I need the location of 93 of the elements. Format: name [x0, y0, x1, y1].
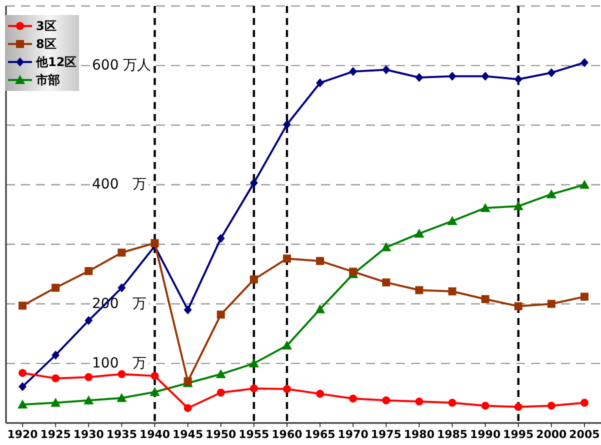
point: [448, 72, 456, 81]
point: [282, 340, 292, 350]
x-tick-label: 1955: [238, 428, 270, 441]
point: [414, 228, 424, 238]
x-tick-label: 1980: [404, 428, 435, 441]
x-tick-label: 1965: [304, 428, 336, 441]
y-tick-label: 400 万: [92, 176, 147, 193]
point: [382, 396, 390, 404]
x-tick-label: 1940: [139, 428, 170, 441]
point: [349, 394, 358, 403]
point: [415, 398, 424, 406]
point: [50, 398, 61, 407]
x-tick-label: 1975: [370, 428, 402, 441]
point: [84, 267, 93, 276]
point: [580, 292, 588, 301]
point: [448, 287, 456, 296]
point: [349, 268, 358, 276]
point: [18, 302, 27, 310]
point: [481, 295, 490, 304]
point: [216, 234, 225, 243]
point: [184, 404, 192, 412]
x-tick-label: 1960: [272, 428, 303, 441]
legend-label: 他12区: [35, 55, 77, 69]
x-tick-label: 1985: [436, 428, 468, 441]
point: [118, 248, 126, 257]
point: [118, 370, 126, 378]
point: [514, 302, 522, 310]
point: [514, 402, 522, 411]
legend-label: 8区: [36, 37, 56, 51]
point: [580, 398, 588, 407]
y-tick-label: 600 万人: [92, 58, 152, 74]
point: [18, 400, 28, 409]
point: [150, 387, 160, 396]
point: [184, 305, 192, 314]
point: [316, 78, 324, 88]
point: [580, 58, 588, 68]
x-tick-label: 1920: [7, 428, 38, 441]
point: [150, 239, 159, 248]
x-tick-label: 2005: [569, 428, 600, 441]
point: [52, 284, 60, 292]
point: [282, 254, 291, 263]
point: [52, 350, 60, 360]
point: [282, 120, 291, 130]
point: [448, 398, 456, 407]
point: [415, 286, 424, 294]
y-tick-label: 100 万: [92, 355, 147, 372]
point: [480, 202, 490, 212]
x-tick-label: 1925: [40, 428, 71, 441]
point: [447, 216, 458, 226]
point: [415, 72, 424, 82]
point: [84, 373, 93, 382]
x-tick-label: 1930: [73, 428, 104, 441]
point: [547, 68, 556, 78]
point: [250, 275, 258, 284]
point: [316, 256, 324, 265]
point: [250, 178, 258, 188]
x-tick-label: 1995: [503, 428, 534, 441]
point: [316, 390, 324, 398]
point: [382, 65, 390, 74]
point: [282, 385, 291, 394]
point: [481, 72, 490, 81]
point: [481, 402, 490, 410]
point: [381, 242, 392, 252]
x-tick-label: 1950: [206, 428, 237, 441]
point: [52, 374, 60, 382]
point: [579, 180, 590, 189]
point: [248, 358, 259, 368]
point: [216, 310, 225, 319]
point: [84, 395, 94, 404]
point: [546, 189, 556, 198]
point: [513, 201, 524, 210]
point: [216, 369, 226, 378]
x-tick-label: 1990: [470, 428, 501, 441]
point: [216, 388, 225, 397]
point: [116, 392, 127, 402]
point: [315, 304, 326, 314]
x-tick-label: 1970: [338, 428, 369, 441]
point: [250, 384, 258, 392]
point: [514, 74, 522, 84]
point: [349, 67, 358, 76]
legend-label: 3区: [36, 19, 56, 33]
point: [547, 300, 556, 308]
x-tick-label: 1935: [106, 428, 138, 441]
point: [150, 372, 159, 380]
point: [18, 368, 27, 377]
x-tick-label: 1945: [172, 428, 204, 441]
legend-label: 市部: [35, 73, 60, 87]
point: [382, 278, 390, 286]
point: [84, 316, 93, 326]
point: [18, 382, 27, 392]
point: [547, 402, 556, 410]
point: [118, 283, 126, 292]
x-tick-label: 2000: [536, 428, 568, 441]
